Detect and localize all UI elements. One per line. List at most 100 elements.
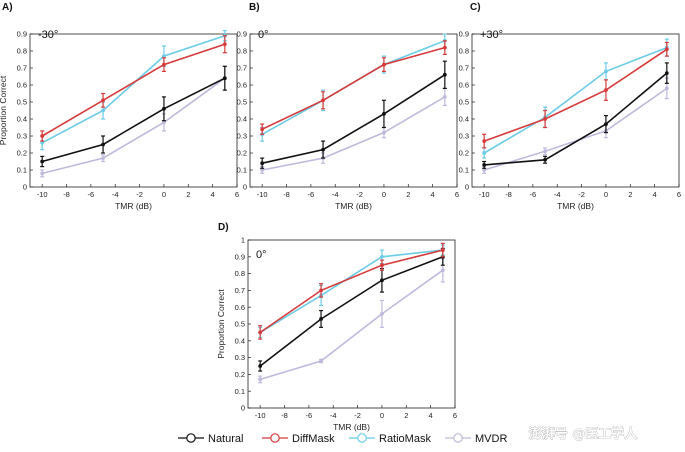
x-tick-label: -10 (257, 190, 268, 199)
data-point (40, 134, 45, 138)
data-point (258, 330, 263, 335)
y-tick-label: 0.1 (235, 387, 245, 396)
x-axis-label: TMR (dB) (557, 201, 594, 211)
data-point (382, 62, 386, 67)
x-tick-label: -8 (63, 190, 70, 199)
y-axis-label: Proportion Correct (0, 75, 8, 145)
data-point (664, 86, 669, 91)
x-tick-label: 6 (453, 411, 457, 420)
series-natural (40, 65, 227, 168)
x-tick-label: -10 (479, 190, 490, 199)
y-tick-label: 0 (241, 404, 245, 413)
data-point (380, 263, 384, 268)
y-tick-label: 0.2 (459, 149, 469, 158)
axes-frame (249, 33, 458, 188)
data-point (258, 364, 263, 368)
data-point (40, 171, 45, 176)
series-line (41, 43, 226, 137)
angle-annotation: 0° (258, 29, 269, 41)
series-diffmask (482, 41, 669, 149)
data-point (664, 71, 669, 76)
y-tick-label: 0.9 (17, 30, 27, 39)
angle-annotation: +30° (480, 29, 503, 41)
data-point (321, 98, 325, 103)
data-point (40, 159, 45, 164)
data-point (319, 288, 323, 293)
data-point (382, 112, 386, 116)
data-point (222, 42, 227, 47)
axes-frame (471, 33, 680, 188)
data-point (101, 156, 105, 161)
y-tick-label: 0.8 (235, 269, 245, 278)
series-line (259, 249, 443, 334)
y-tick-label: 0.7 (459, 64, 469, 73)
y-tick-label: 0.6 (17, 81, 27, 90)
y-tick-label: 0.6 (235, 303, 245, 312)
y-tick-label: 0.6 (459, 81, 469, 90)
panel-2: 0 0.1 0.2 0.3 0.4 0.5 0.6 0.7 0.8 0.9 -10 -8 -6 -4 -2 0… (237, 2, 460, 211)
x-tick-label: -4 (332, 190, 339, 199)
axes-frame (29, 33, 238, 188)
x-tick-label: 0 (382, 190, 386, 199)
data-point (319, 359, 323, 363)
data-point (604, 69, 608, 74)
series-line (259, 256, 444, 367)
series-diffmask (260, 40, 447, 135)
panel-4: 0 0.1 0.2 0.3 0.4 0.5 0.6 0.7 0.8 0.9 1 -10 -8 -6 -4 -2… (216, 222, 457, 432)
x-tick-label: 2 (628, 190, 632, 199)
data-point (543, 149, 547, 154)
x-tick-label: -10 (37, 190, 48, 199)
x-tick-label: -4 (330, 411, 337, 420)
y-tick-label: 0.1 (237, 166, 247, 175)
x-tick-label: 0 (604, 190, 608, 199)
y-tick-label: 0.5 (17, 98, 27, 107)
x-axis-label: TMR (dB) (333, 422, 370, 432)
y-tick-label: 0.8 (459, 47, 469, 56)
y-tick-label: 0.4 (235, 336, 245, 345)
series-line (259, 269, 444, 381)
series-diffmask (258, 242, 445, 340)
x-tick-label: -8 (281, 411, 288, 420)
data-point (380, 312, 384, 316)
y-tick-label: 0.5 (235, 320, 245, 329)
y-tick-label: 0 (243, 183, 247, 192)
x-tick-label: 2 (404, 411, 408, 420)
series-line (262, 74, 446, 164)
data-point (482, 162, 487, 167)
y-tick-label: 0.2 (235, 370, 245, 379)
y-tick-label: 0.8 (237, 47, 247, 56)
x-tick-label: 6 (235, 190, 239, 199)
x-tick-label: -2 (356, 190, 363, 199)
x-tick-label: -8 (283, 190, 290, 199)
data-point (442, 72, 447, 77)
data-point (380, 278, 384, 283)
series-line (483, 87, 668, 171)
series-ratiomask (258, 244, 445, 339)
x-tick-label: 6 (677, 190, 681, 199)
x-tick-label: 0 (162, 190, 166, 199)
data-point (604, 122, 608, 127)
y-tick-label: 0.9 (459, 30, 469, 39)
data-point (482, 139, 487, 144)
y-tick-label: 0.3 (237, 132, 247, 141)
data-point (380, 254, 384, 259)
x-tick-label: 4 (429, 411, 433, 420)
x-tick-label: 6 (455, 190, 459, 199)
y-tick-label: 0 (23, 183, 27, 192)
x-axis-label: TMR (dB) (335, 201, 372, 211)
data-point (440, 268, 445, 273)
data-point (162, 62, 166, 67)
panel-label: D) (218, 222, 229, 233)
y-tick-label: 0.7 (237, 64, 247, 73)
data-point (222, 76, 227, 81)
y-tick-label: 0.5 (459, 98, 469, 107)
legend-marker (270, 433, 280, 443)
series-line (483, 46, 668, 154)
data-point (442, 95, 447, 99)
data-point (260, 161, 265, 166)
panel-label: B) (249, 2, 260, 13)
series-line (42, 77, 226, 175)
series-natural (260, 60, 447, 169)
x-tick-label: -6 (306, 411, 313, 420)
